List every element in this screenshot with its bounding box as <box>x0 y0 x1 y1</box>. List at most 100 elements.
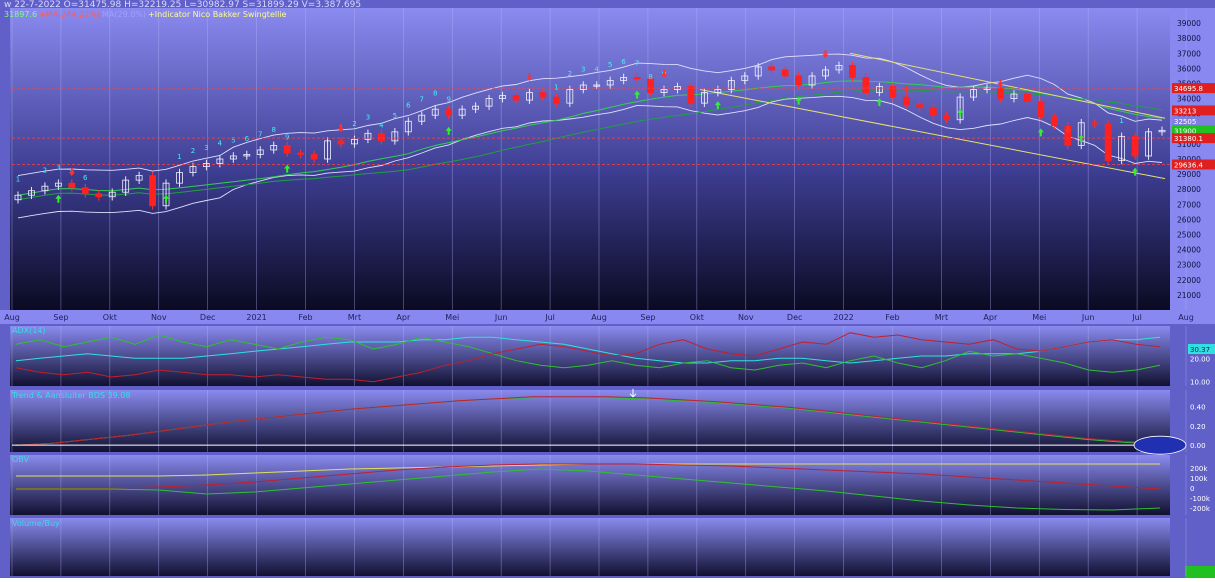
date-tick-label: Apr <box>983 313 998 322</box>
candle-up <box>324 140 331 160</box>
legend-entry: +MA(244.27%) <box>39 10 101 19</box>
obv-panel-label: OBV <box>12 455 30 464</box>
candle-up <box>620 77 628 81</box>
price-panel <box>10 8 1170 310</box>
highlight-ellipse <box>1133 435 1187 455</box>
candle-down <box>68 182 76 189</box>
candle-down <box>552 96 560 104</box>
adx-value-label: 30.37 <box>1190 346 1210 354</box>
trend-panel-label: Trend & Aansluiter BDS 39.08 <box>11 391 130 400</box>
candle-up <box>701 92 708 104</box>
swing-count-label: 5 <box>393 112 397 120</box>
price-tick-label: 36000 <box>1177 64 1201 73</box>
price-tick-label: 24000 <box>1177 246 1201 255</box>
up-arrow-marker <box>876 98 883 107</box>
price-tag-label: 33213 <box>1174 107 1196 115</box>
swing-count-label: 3 <box>56 164 60 172</box>
candle-up <box>808 75 816 86</box>
price-tick-label: 38000 <box>1177 34 1201 43</box>
price-tick-label: 21000 <box>1177 291 1201 300</box>
swing-count-label: 6 <box>245 135 250 143</box>
down-arrow-marker <box>526 72 533 81</box>
candle-down <box>1064 125 1072 146</box>
swing-count-label: 2 <box>568 70 572 78</box>
date-tick-label: Sep <box>53 313 68 322</box>
candle-up <box>566 89 574 104</box>
candle-up <box>418 114 426 122</box>
candle-up <box>660 89 668 93</box>
candle-down <box>1091 122 1099 125</box>
swing-count-label: 2 <box>191 147 195 155</box>
trend-lines: 0.00 0.20 0.40 <box>12 388 1206 455</box>
down-arrow-marker <box>903 85 910 94</box>
indicator-line <box>15 336 1161 364</box>
swing-count-label: 6 <box>83 174 88 182</box>
candle-down <box>1050 116 1058 127</box>
up-arrow-marker <box>714 101 721 110</box>
price-tick-label: 22000 <box>1177 276 1201 285</box>
price-tag <box>1172 133 1215 144</box>
candle-down <box>997 87 1004 99</box>
swing-count-label: 8 <box>648 73 652 81</box>
swing-count-label: 5 <box>231 136 235 144</box>
indicator-legend: 31897.6 +MA(244.27%) MA(29.0%) +Indicator N… <box>4 10 288 19</box>
date-tick-label: Jul <box>544 313 555 322</box>
moving-averages <box>17 52 1166 219</box>
candle-up <box>1077 122 1085 146</box>
candle-up <box>606 80 614 86</box>
indicator-tick-label: -100k <box>1190 495 1211 503</box>
candle-up <box>364 132 372 140</box>
legend-entry: MA(29.0%) <box>102 10 147 19</box>
swing-count-label: 5 <box>608 61 612 69</box>
candle-up <box>162 182 170 207</box>
lower-band <box>17 95 1163 219</box>
legend-entry: 31897.6 <box>4 10 38 19</box>
upper-band <box>17 53 1163 177</box>
date-axis: Aug Sep Okt Nov Dec 2021 Feb Mrt Apr Mei Jun Jul Aug… <box>4 313 1194 322</box>
volume-bar <box>1185 566 1215 578</box>
candle-down <box>768 66 776 71</box>
candle-up <box>835 64 843 71</box>
candle-up <box>754 66 762 77</box>
down-arrow-marker <box>997 78 1004 87</box>
candle-up <box>229 155 237 160</box>
candle-up <box>1158 129 1166 133</box>
candle-up <box>485 98 493 107</box>
swing-count-label: 7 <box>420 96 424 104</box>
candle-up <box>122 179 130 193</box>
candle-up <box>351 138 358 145</box>
up-arrow-marker <box>795 96 802 105</box>
candle-down <box>633 77 641 80</box>
quote-line: w 22-7-2022 O=31475.98 H=32219.25 L=3098… <box>4 0 362 10</box>
candle-up <box>189 166 197 173</box>
price-tick-label: 39000 <box>1177 19 1201 28</box>
price-tag-label: 31380.1 <box>1174 135 1203 143</box>
candle-down <box>297 152 305 155</box>
down-arrow-marker <box>338 124 345 133</box>
swing-count-label: 3 <box>204 144 208 152</box>
candle-up <box>404 120 412 133</box>
swing-count-label: 8 <box>433 90 437 98</box>
date-tick-label: Feb <box>885 313 899 322</box>
up-arrow-marker <box>1078 134 1085 143</box>
price-tag <box>1172 125 1215 136</box>
indicator-tick-label: 20.00 <box>1190 355 1210 363</box>
indicator-line <box>16 463 1161 490</box>
price-tick-label: 34000 <box>1177 95 1201 104</box>
candle-up <box>875 86 883 93</box>
indicator-line <box>15 396 1161 446</box>
candle-down <box>795 75 803 86</box>
candle-down <box>81 187 89 195</box>
swing-count-label: 9 <box>446 96 450 104</box>
candle-down <box>337 140 345 145</box>
adx-value-tag <box>1188 344 1215 354</box>
swing-count-label: 4 <box>379 121 384 129</box>
up-arrow-marker <box>445 126 452 135</box>
trendline-lower <box>699 89 1166 180</box>
candle-down <box>647 78 654 93</box>
candle-up <box>822 69 829 77</box>
candle-down <box>1037 101 1045 118</box>
date-tick-label: 2021 <box>246 313 266 322</box>
